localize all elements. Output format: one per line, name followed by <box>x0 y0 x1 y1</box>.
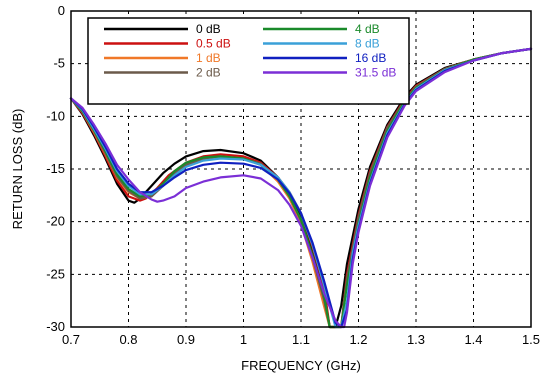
y-tick-label: 0 <box>58 3 65 18</box>
x-tick-label: 1.3 <box>407 332 425 347</box>
x-tick-label: 0.9 <box>177 332 195 347</box>
x-tick-label: 1 <box>240 332 247 347</box>
x-tick-label: 0.8 <box>119 332 137 347</box>
series-lines <box>69 47 533 329</box>
tick-labels: 0.7 0.8 0.9 1 1.1 1.2 1.3 1.4 1.5 0 -5 -10 -15 -20 -25… <box>46 3 540 347</box>
plot-frame <box>70 10 532 328</box>
legend-label: 16 dB <box>355 51 386 65</box>
y-tick-label: -20 <box>46 214 65 229</box>
x-tick-label: 1.1 <box>292 332 310 347</box>
x-tick-label: 1.5 <box>522 332 540 347</box>
y-tick-label: -25 <box>46 266 65 281</box>
x-axis-title: FREQUENCY (GHz) <box>241 358 361 373</box>
legend-label: 4 dB <box>355 22 380 36</box>
series-line-31-5-db <box>69 47 533 329</box>
y-tick-label: -10 <box>46 108 65 123</box>
legend-label: 31.5 dB <box>355 66 396 80</box>
x-tick-label: 0.7 <box>62 332 80 347</box>
x-tick-label: 1.2 <box>349 332 367 347</box>
y-tick-label: -30 <box>46 319 65 334</box>
legend-label: 0 dB <box>196 22 221 36</box>
y-tick-label: -15 <box>46 161 65 176</box>
legend-label: 2 dB <box>196 66 221 80</box>
legend-box <box>87 17 410 105</box>
legend-label: 8 dB <box>355 37 380 51</box>
y-tick-label: -5 <box>53 56 65 71</box>
legend-label: 0.5 dB <box>196 37 231 51</box>
legend-label: 1 dB <box>196 51 221 65</box>
y-axis-title: RETURN LOSS (dB) <box>10 109 25 230</box>
x-tick-label: 1.4 <box>464 332 482 347</box>
